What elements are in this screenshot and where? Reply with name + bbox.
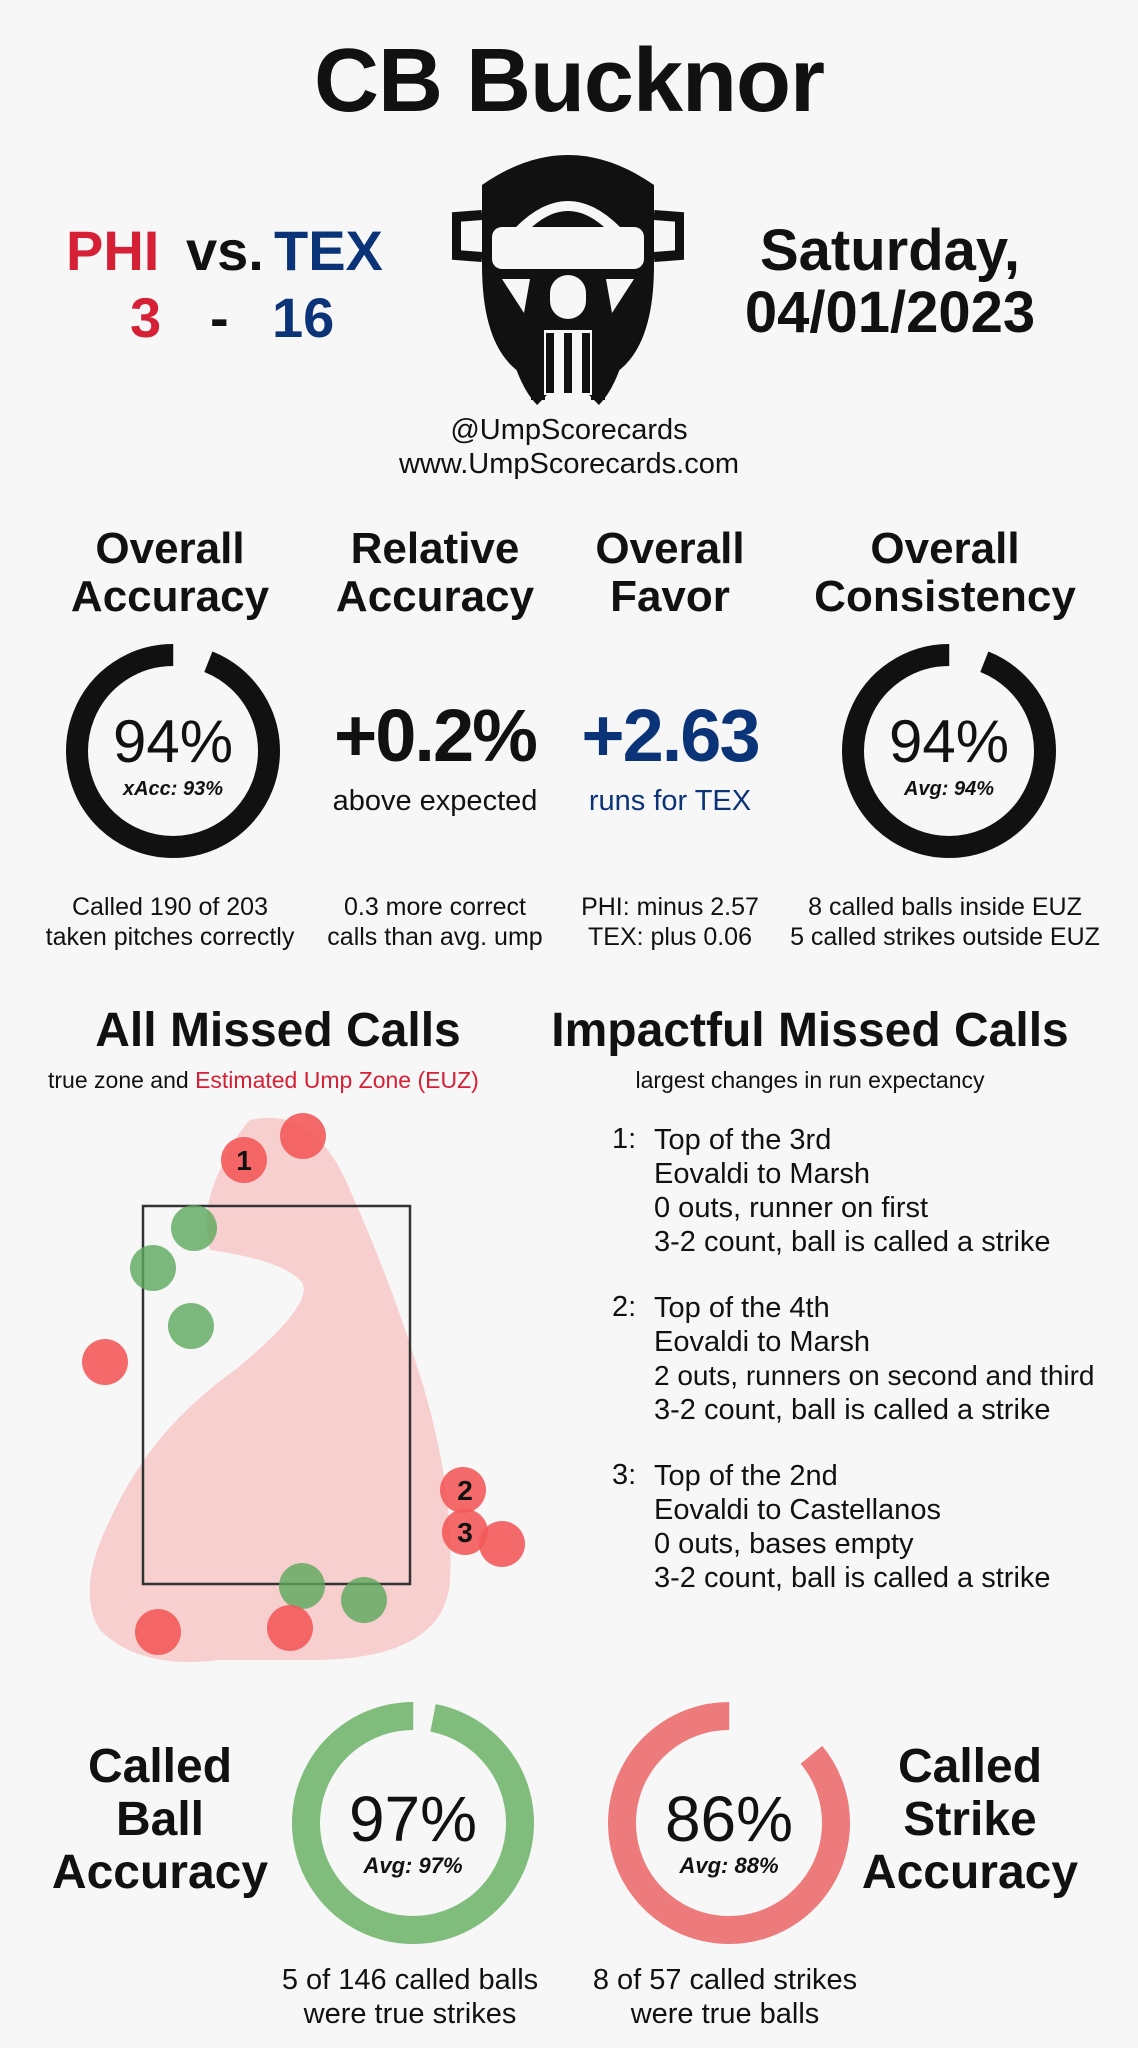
called-strike-ring — [608, 1702, 850, 1944]
website: www.UmpScorecards.com — [398, 448, 740, 480]
overall-accuracy-value: 94% — [112, 708, 234, 775]
called-ball-value: 97% — [348, 1783, 478, 1855]
missed-calls-subtitle: true zone and Estimated Ump Zone (EUZ) — [48, 1067, 479, 1093]
relative-accuracy-label: Relative Accuracy — [335, 524, 535, 621]
missed-call-dot — [171, 1205, 217, 1251]
home-team: TEX — [274, 219, 383, 282]
overall-favor-label: Overall Favor — [595, 524, 745, 621]
true-strike-zone — [141, 1204, 412, 1586]
date-line-2: 04/01/2023 — [744, 280, 1036, 345]
vs-label: vs. — [186, 219, 264, 282]
called-strike-value: 86% — [664, 1783, 794, 1855]
missed-call-dot — [440, 1467, 486, 1513]
called-strike-accuracy-label: Called Strike Accuracy — [861, 1740, 1079, 1899]
euz-label: Estimated Ump Zone (EUZ) — [195, 1067, 479, 1093]
overall-consistency-value: 94% — [888, 708, 1010, 775]
overall-favor-under: runs for TEX — [588, 785, 752, 817]
overall-accuracy-ring — [65, 644, 280, 858]
missed-call-dot — [168, 1303, 214, 1349]
impactful-missed-calls-title: Impactful Missed Calls — [551, 1004, 1069, 1057]
umpire-name: CB Bucknor — [313, 31, 825, 131]
home-score: 16 — [272, 286, 335, 349]
away-team: PHI — [66, 219, 160, 282]
overall-consistency-label: Overall Consistency — [814, 524, 1076, 621]
missed-call-dot — [82, 1339, 128, 1385]
date-line-1: Saturday, — [759, 218, 1020, 283]
overall-consistency-avg: Avg: 94% — [903, 778, 995, 800]
called-strike-avg: Avg: 88% — [679, 1853, 779, 1878]
missed-call-dot — [130, 1245, 176, 1291]
missed-call-dot — [267, 1605, 313, 1651]
missed-call-dot — [279, 1563, 325, 1609]
score-separator: - — [210, 286, 229, 349]
overall-accuracy-note: Called 190 of 203 taken pitches correctl… — [45, 893, 295, 951]
called-ball-accuracy-label: Called Ball Accuracy — [51, 1740, 269, 1899]
umpire-mask-icon — [452, 155, 684, 405]
overall-accuracy-label: Overall Accuracy — [70, 524, 270, 621]
missed-call-marker-2: 2 — [457, 1475, 473, 1506]
missed-call-marker-3: 3 — [457, 1517, 473, 1548]
missed-call-dot — [442, 1509, 488, 1555]
missed-call-dot — [479, 1521, 525, 1567]
overall-consistency-ring — [842, 644, 1056, 858]
overall-consistency-note: 8 called balls inside EUZ 5 called strik… — [790, 893, 1100, 951]
impactful-subtitle: largest changes in run expectancy — [635, 1067, 985, 1093]
all-missed-calls-title: All Missed Calls — [95, 1004, 461, 1057]
euz-region — [89, 1117, 451, 1662]
overall-favor-value: +2.63 — [581, 694, 760, 777]
called-strike-note: 8 of 57 called strikes were true balls — [592, 1964, 858, 2030]
missed-call-dot — [280, 1113, 326, 1159]
missed-call-dot — [221, 1137, 267, 1183]
away-score: 3 — [130, 286, 162, 349]
strike-zone-plot: 1 2 3 — [82, 1113, 525, 1662]
relative-accuracy-note: 0.3 more correct calls than avg. ump — [327, 893, 543, 951]
twitter-handle: @UmpScorecards — [450, 414, 688, 446]
overall-accuracy-xacc: xAcc: 93% — [122, 778, 224, 800]
missed-call-marker-1: 1 — [236, 1145, 252, 1176]
relative-accuracy-value: +0.2% — [334, 694, 538, 777]
called-ball-note: 5 of 146 called balls were true strikes — [281, 1964, 539, 2030]
relative-accuracy-under: above expected — [332, 785, 538, 817]
overall-favor-note: PHI: minus 2.57 TEX: plus 0.06 — [581, 893, 759, 951]
missed-call-dot — [135, 1609, 181, 1655]
called-ball-ring — [292, 1702, 534, 1944]
missed-call-dot — [341, 1577, 387, 1623]
called-ball-avg: Avg: 97% — [363, 1853, 463, 1878]
